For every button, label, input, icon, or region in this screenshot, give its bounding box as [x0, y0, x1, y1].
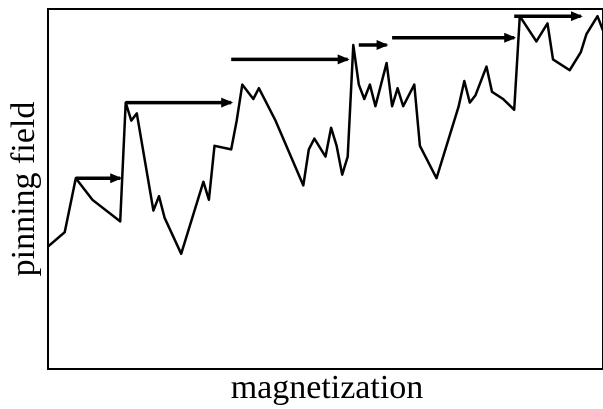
plot-frame	[47, 8, 603, 370]
jump-arrows-group	[75, 11, 583, 184]
x-axis-label: magnetization	[231, 369, 424, 406]
pinning-field-curve	[47, 14, 603, 256]
y-axis-label: pinning field	[5, 102, 42, 277]
